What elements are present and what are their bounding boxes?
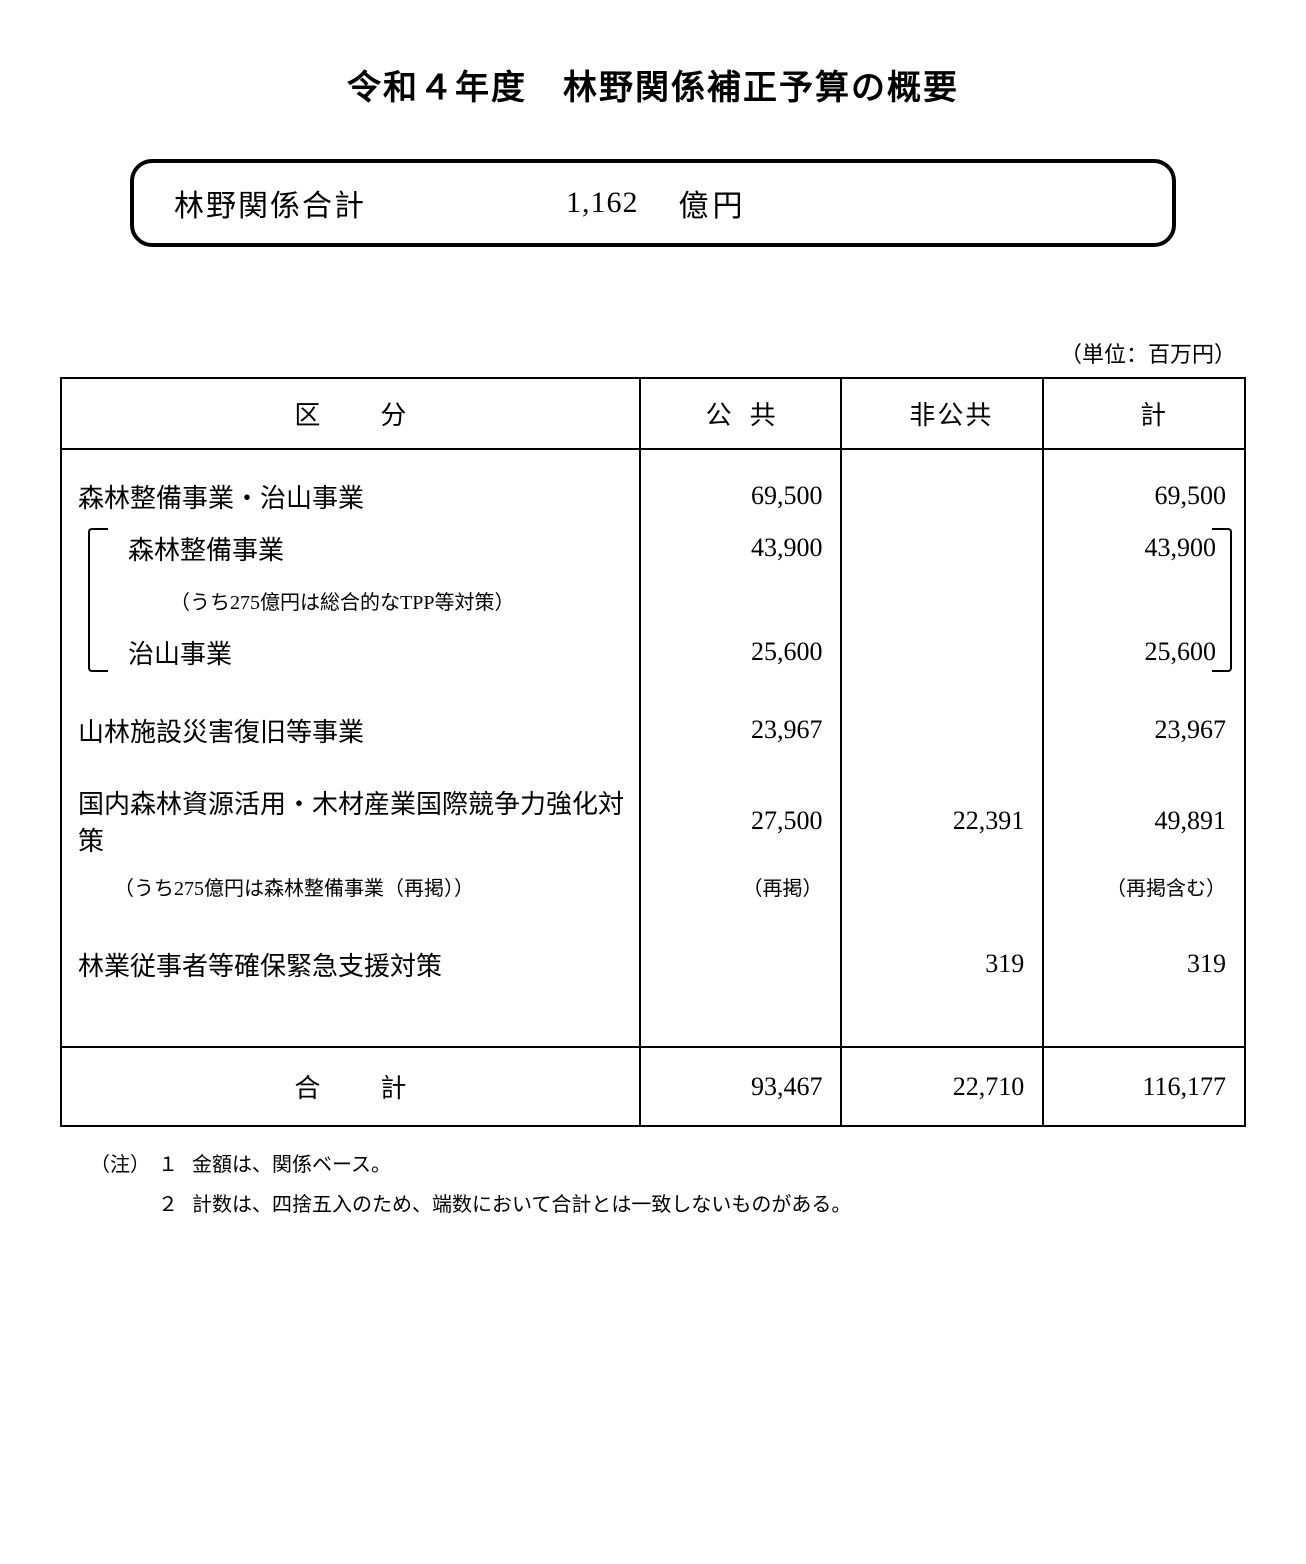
bracket-right-icon — [1212, 528, 1232, 672]
summary-value: 1,162 — [566, 186, 639, 220]
footnote-2: （注） ２ 計数は、四捨五入のため、端数において合計とは一致しないものがある。 — [90, 1185, 1246, 1225]
note-index: １ — [158, 1145, 178, 1185]
table-header-row: 区分 公共 非公共 計 — [61, 378, 1245, 449]
row-label: 国内森林資源活用・木材産業国際競争力強化対策 — [74, 782, 627, 860]
total-public: 93,467 — [751, 1072, 823, 1101]
page-title: 令和４年度 林野関係補正予算の概要 — [60, 60, 1246, 109]
note-prefix: （注） — [90, 1145, 150, 1185]
row-label: 治山事業 — [80, 626, 627, 678]
public-cell: 69,500 43,900 25,600 23,967 27,500 （再掲） — [640, 449, 842, 1047]
total-cell: 69,500 43,900 25,600 23,967 49,891 （再掲含む… — [1043, 449, 1245, 1047]
col-nonpublic: 非公共 — [841, 378, 1043, 449]
cell-value: 43,900 — [751, 533, 823, 563]
row-label: 山林施設災害復旧等事業 — [74, 704, 627, 756]
cell-value: 69,500 — [751, 481, 823, 511]
sub-bracket-group: 森林整備事業 （うち275億円は総合的なTPP等対策） 治山事業 — [74, 522, 627, 678]
cell-value: 27,500 — [751, 806, 823, 836]
bracket-left-icon — [88, 528, 108, 672]
row-label: 森林整備事業 — [80, 522, 627, 574]
row-subnote: （うち275億円は森林整備事業（再掲）） — [74, 860, 627, 912]
cell-value: 49,891 — [1155, 806, 1227, 836]
cell-note: （再掲含む） — [1106, 872, 1226, 901]
row-label: 森林整備事業・治山事業 — [74, 470, 627, 522]
cell-value: 319 — [1187, 949, 1226, 979]
nonpublic-cell: 22,391 319 — [841, 449, 1043, 1047]
summary-label: 林野関係合計 — [174, 181, 366, 225]
cell-value: 23,967 — [751, 715, 823, 745]
table-total-row: 合計 93,467 22,710 116,177 — [61, 1047, 1245, 1126]
total-total: 116,177 — [1142, 1072, 1226, 1101]
note-index: ２ — [158, 1185, 178, 1225]
row-subnote: （うち275億円は総合的なTPP等対策） — [80, 574, 627, 626]
note-text: 計数は、四捨五入のため、端数において合計とは一致しないものがある。 — [192, 1185, 851, 1225]
cell-value: 69,500 — [1155, 481, 1227, 511]
budget-table: 区分 公共 非公共 計 森林整備事業・治山事業 森林整備事業 （うち275億円は… — [60, 377, 1246, 1127]
table-body-row: 森林整備事業・治山事業 森林整備事業 （うち275億円は総合的なTPP等対策） … — [61, 449, 1245, 1047]
summary-box: 林野関係合計 1,162 億円 — [130, 159, 1176, 247]
footnotes: （注） １ 金額は、関係ベース。 （注） ２ 計数は、四捨五入のため、端数におい… — [60, 1145, 1246, 1225]
total-nonpublic: 22,710 — [953, 1072, 1025, 1101]
unit-note: （単位：百万円） — [60, 337, 1236, 369]
col-total: 計 — [1043, 378, 1245, 449]
summary-unit: 億円 — [679, 181, 747, 225]
note-text: 金額は、関係ベース。 — [192, 1145, 391, 1185]
cell-value: 43,900 — [1145, 533, 1217, 563]
row-label: 林業従事者等確保緊急支援対策 — [74, 938, 627, 990]
cell-value: 25,600 — [1145, 637, 1217, 667]
cell-value: 319 — [985, 949, 1024, 979]
cell-note: （再掲） — [742, 872, 822, 901]
cell-value: 23,967 — [1155, 715, 1227, 745]
col-category: 区分 — [61, 378, 640, 449]
cell-value: 22,391 — [953, 806, 1025, 836]
category-cell: 森林整備事業・治山事業 森林整備事業 （うち275億円は総合的なTPP等対策） … — [61, 449, 640, 1047]
footnote-1: （注） １ 金額は、関係ベース。 — [90, 1145, 1246, 1185]
cell-value: 25,600 — [751, 637, 823, 667]
total-label: 合計 — [61, 1047, 640, 1126]
col-public: 公共 — [640, 378, 842, 449]
